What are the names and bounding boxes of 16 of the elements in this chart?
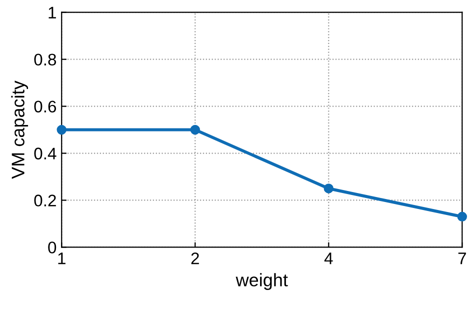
point [457, 212, 468, 222]
x-tick-label: 4 [324, 252, 333, 264]
point [56, 124, 66, 135]
x-tick-label: 7 [458, 252, 466, 264]
y-tick-label: 0.6 [34, 100, 56, 112]
y-tick-label: 0.2 [34, 194, 56, 206]
point [190, 124, 200, 135]
y-axis-title: VM capacity [11, 80, 28, 179]
y-tick-label: 0 [48, 242, 56, 254]
x-axis-title: weight [236, 273, 288, 290]
x-tick-label: 2 [191, 252, 199, 264]
point [324, 184, 334, 194]
y-tick-label: 1 [48, 6, 56, 18]
y-tick-label: 0.8 [34, 54, 56, 66]
y-tick-label: 0.4 [34, 148, 56, 160]
x-tick-label: 1 [58, 252, 66, 264]
